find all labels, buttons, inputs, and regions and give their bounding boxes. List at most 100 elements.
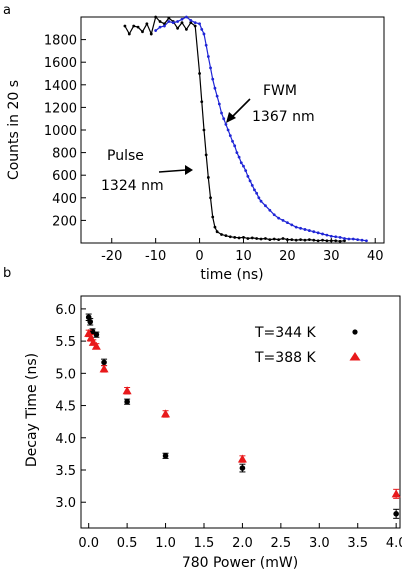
x-tick-label-b: 2.5	[271, 536, 292, 551]
data-point-344	[87, 318, 94, 325]
data-point-344	[162, 453, 169, 459]
x-tick-label-a: 40	[367, 249, 384, 264]
y-tick-label-b: 6.0	[55, 303, 76, 318]
data-point-a-1	[334, 235, 338, 239]
data-point-a-0	[242, 235, 245, 239]
data-point-a-1	[365, 239, 368, 243]
y-tick-label-a: 800	[52, 147, 77, 162]
data-point-a-1	[321, 232, 324, 236]
x-tick-label-a: 0	[195, 249, 203, 264]
data-point-388	[122, 386, 132, 395]
data-point-a-0	[158, 20, 162, 23]
data-point-a-0	[154, 15, 158, 19]
data-point-a-0	[255, 237, 259, 240]
data-point-a-1	[356, 238, 360, 242]
x-tick-label-a: 20	[279, 249, 296, 264]
data-point-a-0	[176, 26, 180, 30]
data-point-344	[239, 465, 246, 471]
data-point-a-1	[215, 94, 219, 98]
data-point-a-0	[141, 30, 144, 34]
data-point-a-1	[217, 102, 221, 106]
data-point-a-1	[294, 225, 298, 229]
data-point-a-0	[202, 128, 206, 132]
data-point-a-0	[264, 237, 267, 240]
y-tick-label-b: 3.0	[55, 496, 76, 511]
annotation-fwm: FWM	[263, 83, 297, 99]
data-point-a-1	[233, 144, 237, 148]
data-point-a-0	[277, 238, 281, 242]
data-point-a-1	[250, 183, 254, 187]
data-point-a-1	[198, 22, 201, 26]
panel-label-b: b	[3, 266, 11, 281]
data-point-344	[93, 331, 100, 338]
x-axis-b: 0.0 0.5 1.0 1.5 2.0 2.5 3.0 3.5 4.0	[78, 523, 402, 551]
data-point-a-0	[136, 25, 140, 29]
data-point-a-0	[149, 32, 153, 36]
y-tick-label-a: 1200	[44, 101, 77, 116]
data-point-a-1	[257, 196, 261, 200]
y-axis-label-a: Counts in 20 s	[6, 80, 22, 180]
data-point-a-0	[329, 239, 333, 243]
data-point-a-0	[145, 22, 149, 26]
data-point-a-0	[233, 235, 237, 239]
data-point-a-1	[206, 55, 210, 58]
data-point-a-0	[321, 238, 324, 242]
data-point-a-0	[215, 230, 219, 234]
legend-marker-344	[352, 329, 358, 335]
data-point-a-1	[222, 117, 226, 121]
series-line-a-1	[155, 16, 367, 242]
data-point-a-1	[347, 237, 351, 241]
y-tick-label-b: 3.5	[55, 464, 76, 479]
data-point-a-0	[307, 238, 311, 242]
data-point-a-1	[180, 17, 184, 21]
data-point-a-0	[259, 237, 263, 241]
data-point-a-0	[250, 236, 254, 240]
data-point-a-0	[211, 215, 215, 219]
y-tick-label-b: 4.0	[55, 432, 76, 447]
data-point-a-0	[193, 24, 197, 28]
data-point-a-0	[167, 16, 171, 20]
data-point-a-1	[268, 208, 272, 212]
data-point-a-1	[226, 128, 230, 132]
data-point-a-0	[180, 21, 184, 25]
x-axis-label-b: 780 Power (mW)	[182, 555, 298, 571]
y-axis-b: 3.0 3.5 4.0 4.5 5.0 5.5 6.0	[55, 303, 86, 511]
data-point-a-0	[189, 21, 193, 25]
plot-frame-a	[80, 16, 385, 244]
x-tick-label-a: -10	[145, 249, 166, 264]
y-tick-label-b: 5.5	[55, 335, 76, 350]
x-tick-label-b: 3.0	[309, 536, 330, 551]
annotation-fwm-wavelength: 1367 nm	[252, 109, 315, 125]
x-axis-label-a: time (ns)	[200, 267, 263, 283]
data-point-a-0	[123, 24, 127, 28]
data-point-a-0	[184, 28, 188, 31]
arrow-fwm	[226, 98, 251, 123]
plot-area-b	[84, 313, 401, 519]
data-point-388	[391, 489, 401, 498]
data-point-a-0	[220, 233, 223, 236]
data-point-a-0	[290, 238, 294, 242]
y-tick-label-a: 200	[52, 214, 77, 229]
legend-label-388: T=388 K	[254, 350, 316, 366]
y-tick-label-a: 1600	[44, 56, 77, 71]
data-point-a-0	[246, 237, 250, 240]
data-point-a-0	[334, 239, 338, 243]
data-point-a-0	[198, 72, 201, 75]
data-point-a-0	[338, 239, 342, 243]
series-line-a-0	[124, 15, 345, 242]
data-point-a-0	[268, 238, 272, 242]
legend: T=344 K T=388 K	[254, 325, 361, 366]
data-point-a-1	[290, 223, 294, 227]
data-point-344	[101, 359, 107, 366]
y-tick-label-b: 5.0	[55, 367, 76, 382]
data-point-a-1	[237, 155, 241, 159]
plot-frame-b	[80, 295, 401, 529]
data-point-a-1	[200, 28, 204, 31]
data-point-a-1	[167, 20, 171, 23]
x-tick-label-b: 1.0	[155, 536, 176, 551]
data-point-a-1	[338, 235, 342, 239]
data-point-a-1	[213, 86, 217, 90]
data-point-a-1	[193, 21, 197, 25]
data-point-a-1	[285, 221, 289, 225]
data-point-a-0	[303, 238, 307, 242]
